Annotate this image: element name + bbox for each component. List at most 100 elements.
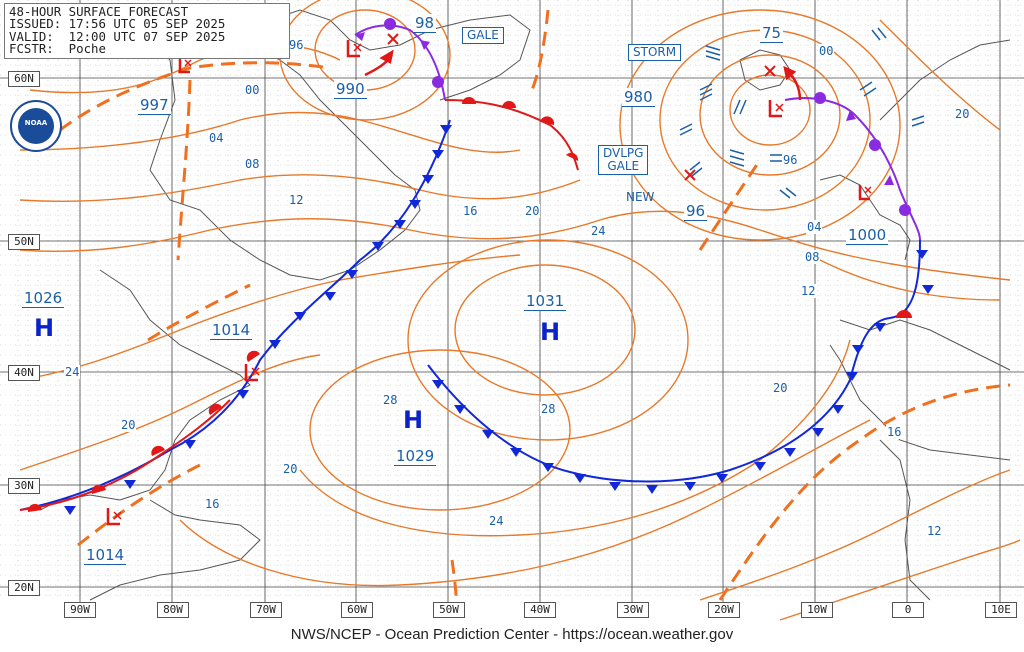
storm-warning-label: STORM (628, 44, 682, 61)
cold-front-tooth (432, 380, 444, 389)
noaa-logo-icon: NOAA (10, 100, 62, 152)
troughs (59, 9, 1011, 621)
lon-label-10e: 10E (985, 602, 1017, 618)
isobar-label: 16 (886, 425, 903, 439)
lon-label-40w: 40W (524, 602, 556, 618)
isobar-label: 20 (524, 204, 541, 218)
cold-front-tooth (409, 200, 421, 209)
low-pressure-98: 98 (413, 14, 437, 33)
isobar-label: 96 (288, 38, 305, 52)
high-center-central: H (540, 318, 561, 346)
movement-arrows (364, 49, 802, 101)
isobar-label: 28 (382, 393, 399, 407)
high-pressure-1031: 1031 (524, 292, 567, 311)
lat-label-20n: 20N (8, 580, 40, 596)
lon-label-50w: 50W (433, 602, 465, 618)
cold-front-tooth (454, 405, 466, 414)
isobar-label: 20 (772, 381, 789, 395)
lon-label-90w: 90W (64, 602, 96, 618)
isobar-label: 04 (806, 220, 823, 234)
cold-front-tooth (784, 448, 796, 457)
header-issued: ISSUED: 17:56 UTC 05 SEP 2025 (9, 16, 226, 32)
dvlpg-line: DVLPG (603, 146, 644, 160)
cold-front (19, 119, 934, 515)
low-markers (106, 33, 872, 526)
isobar-label: 00 (244, 83, 261, 97)
cold-front-tooth (64, 506, 76, 515)
lon-label-30w: 30W (617, 602, 649, 618)
high-center-west: H (34, 314, 55, 342)
low-pressure-980: 980 (622, 88, 655, 107)
isobar-label: 16 (204, 497, 221, 511)
warm-front (19, 97, 912, 512)
isobar-label: 12 (800, 284, 817, 298)
isobar-label: 00 (818, 44, 835, 58)
isobar-label: 28 (540, 402, 557, 416)
lat-label-30n: 30N (8, 478, 40, 494)
isobar-label: 04 (208, 131, 225, 145)
isobar-label: 24 (64, 365, 81, 379)
cold-front-tooth (294, 312, 306, 321)
isobar-label: 08 (244, 157, 261, 171)
high-center-south: H (403, 406, 424, 434)
isobar-label: 16 (462, 204, 479, 218)
cold-front-tooth (874, 323, 886, 332)
isobar-label: 24 (590, 224, 607, 238)
cold-front-tooth (922, 285, 934, 294)
cold-front-tooth (716, 474, 728, 483)
isobar-label: 20 (282, 462, 299, 476)
logo-text: NOAA (24, 119, 48, 127)
cold-front-tooth (852, 345, 864, 354)
cold-front-tooth (237, 390, 249, 399)
cold-front-tooth (440, 125, 452, 134)
cold-front-tooth (542, 463, 554, 472)
lat-label-50n: 50N (8, 234, 40, 250)
cold-front-tooth (832, 405, 844, 414)
developing-gale-label: DVLPG GALE (598, 145, 649, 175)
cold-front-tooth (269, 340, 281, 349)
wind-barbs (679, 27, 925, 199)
cold-front-tooth (184, 440, 196, 449)
lon-label-0: 0 (892, 602, 924, 618)
occluded-symbols (355, 18, 911, 216)
high-pressure-1026: 1026 (22, 289, 65, 308)
low-pressure-96: 96 (684, 202, 708, 221)
gale-line: GALE (607, 159, 640, 173)
lon-label-20w: 20W (708, 602, 740, 618)
low-pressure-1000: 1000 (846, 226, 889, 245)
cold-front-tooth (124, 480, 136, 489)
low-pressure-975: 75 (760, 24, 784, 43)
isobar-label: 12 (288, 193, 305, 207)
isobar-label: 24 (488, 514, 505, 528)
cold-front-tooth (432, 150, 444, 159)
cold-front-tooth (684, 482, 696, 491)
low-pressure-990: 990 (334, 80, 367, 99)
lat-label-40n: 40N (8, 365, 40, 381)
cold-front-tooth (346, 270, 358, 279)
cold-front-tooth (846, 372, 858, 381)
isobar-label: 12 (926, 524, 943, 538)
low-pressure-1014-north: 1014 (210, 321, 253, 340)
cold-front-tooth (646, 485, 658, 494)
new-label: NEW (626, 190, 655, 204)
cold-front-tooth (916, 250, 928, 259)
isobar-label: 08 (804, 250, 821, 264)
low-pressure-1014-south: 1014 (84, 546, 127, 565)
isobar-label: 20 (120, 418, 137, 432)
cold-front-tooth (812, 428, 824, 437)
cold-front-tooth (574, 474, 586, 483)
lon-label-70w: 70W (250, 602, 282, 618)
cold-front-tooth (754, 462, 766, 471)
cold-front-tooth (422, 175, 434, 184)
isobar-label: 20 (954, 107, 971, 121)
isobar-label: 96 (782, 153, 799, 167)
forecast-header: 48-HOUR SURFACE FORECAST ISSUED: 17:56 U… (4, 3, 290, 59)
lon-label-10w: 10W (801, 602, 833, 618)
lon-label-60w: 60W (341, 602, 373, 618)
low-pressure-997: 997 (138, 96, 171, 115)
header-valid: VALID: 12:00 UTC 07 SEP 2025 (9, 28, 226, 44)
gale-warning-label: GALE (462, 27, 504, 44)
cold-front-tooth (324, 292, 336, 301)
header-forecaster: FCSTR: Poche (9, 41, 106, 57)
